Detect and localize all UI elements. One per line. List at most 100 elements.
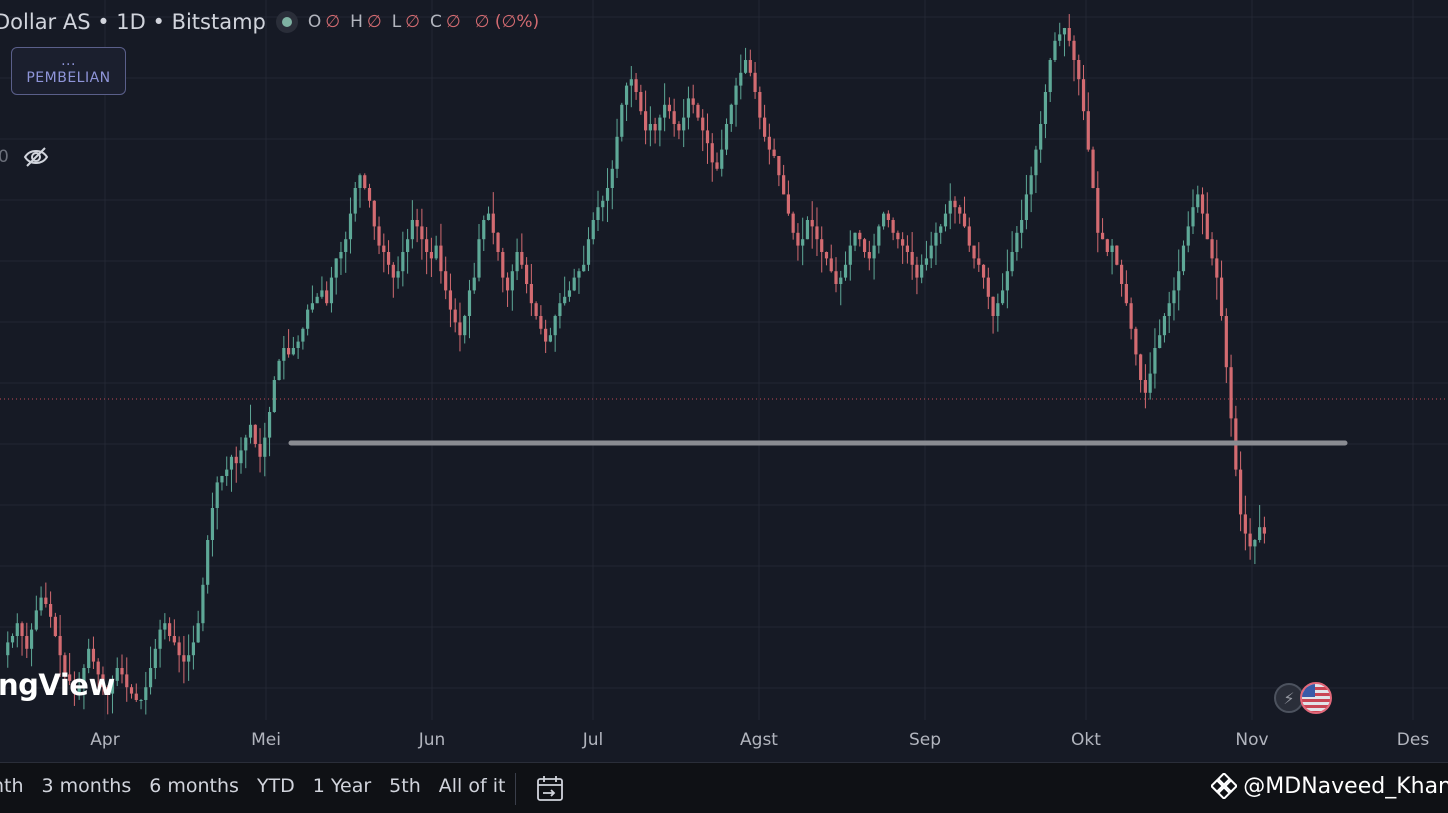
candle-body [1072, 40, 1076, 60]
candle-body [329, 277, 334, 304]
candle-body [296, 341, 300, 348]
candle-body [1048, 60, 1052, 92]
candle-body [1143, 380, 1147, 393]
candle-body [472, 277, 476, 291]
candle-body [63, 655, 67, 675]
candle-body [648, 124, 652, 131]
candle-body [182, 655, 186, 662]
candle-body [610, 168, 614, 188]
candle-body [872, 245, 876, 259]
range-button[interactable]: 6 months [149, 775, 239, 797]
candle-body [867, 252, 871, 259]
candle-body [853, 232, 857, 246]
candle-body [244, 437, 248, 451]
candle-body [962, 213, 967, 227]
ohlc-values: O ∅ H ∅ L ∅ C ∅ ∅ (∅%) [308, 12, 539, 32]
candle-body [834, 271, 838, 284]
candle-body [782, 175, 786, 195]
symbol-title[interactable]: Dollar AS • 1D • Bitstamp [0, 10, 266, 34]
candle-body [1224, 316, 1228, 368]
candle-body [1034, 149, 1038, 176]
eye-hidden-icon[interactable] [23, 146, 49, 168]
candle-body [386, 252, 391, 265]
candle-body [815, 226, 819, 240]
candle-body [1020, 220, 1024, 233]
month-label: Jun [418, 730, 446, 750]
candle-body [1086, 111, 1090, 150]
calendar-goto-icon[interactable] [535, 774, 565, 804]
candle-body [772, 149, 776, 156]
candle-body [1229, 367, 1233, 419]
candle-body [172, 636, 176, 643]
candle-body [396, 271, 400, 278]
candle-body [972, 245, 976, 259]
candle-body [986, 277, 990, 297]
candle-body [572, 277, 576, 291]
range-button[interactable]: nth [0, 775, 24, 797]
candle-body [934, 232, 938, 246]
flash-icon[interactable]: ⚡ [1274, 683, 1304, 713]
candle-body [1148, 373, 1152, 393]
candle-body [743, 60, 748, 73]
candle-body [691, 98, 695, 105]
candle-body [958, 207, 962, 214]
range-button[interactable]: 1 Year [312, 775, 372, 797]
candle-body [515, 252, 519, 272]
candle-body [696, 104, 700, 118]
candle-body [196, 623, 200, 643]
candle-body [862, 239, 867, 252]
time-axis[interactable]: Apr Mei Jun Jul Agst Sep Okt Nov Des [0, 726, 1448, 754]
range-button[interactable]: YTD [256, 775, 295, 797]
candle-body [1239, 469, 1243, 515]
chart-area[interactable]: Dollar AS • 1D • Bitstamp O ∅ H ∅ L ∅ C ∅ ∅ … [0, 0, 1448, 720]
binance-logo-icon [1211, 773, 1238, 799]
candle-body [577, 271, 581, 278]
candle-body [210, 508, 215, 540]
us-flag-icon[interactable] [1300, 682, 1332, 714]
range-button[interactable]: 3 months [41, 775, 132, 797]
candle-body [120, 668, 124, 675]
candle-body [791, 213, 795, 233]
candle-body [44, 597, 48, 604]
candle-body [377, 226, 381, 246]
author-handle[interactable]: @MDNaveed_Khan [1243, 773, 1448, 799]
candle-body [339, 252, 343, 259]
candle-body [534, 303, 538, 316]
candle-body [1124, 284, 1128, 304]
candle-body [701, 117, 705, 131]
candle-body [1081, 79, 1086, 112]
candle-body [553, 316, 557, 336]
candle-body [1172, 290, 1176, 304]
candle-body [1105, 239, 1109, 252]
candle-body [901, 239, 905, 246]
candle-body [981, 264, 986, 278]
candle-body [1139, 354, 1143, 380]
candle-body [367, 188, 372, 201]
buy-button[interactable]: ... PEMBELIAN [11, 47, 126, 95]
candle-body [558, 303, 562, 316]
candlestick-chart[interactable] [0, 0, 1448, 720]
ohlc-close: C ∅ [429, 12, 461, 32]
range-button[interactable]: 5th [389, 775, 421, 797]
candle-body [1181, 245, 1186, 272]
candle-body [434, 245, 438, 259]
candle-body [720, 149, 724, 169]
candle-body [229, 456, 234, 470]
month-label: Jul [582, 730, 604, 750]
range-button[interactable]: All of it [438, 775, 506, 797]
candle-body [1219, 277, 1224, 316]
market-status-icon[interactable] [275, 11, 298, 33]
candle-body [1100, 232, 1105, 240]
candle-body [601, 200, 605, 208]
candle-body [724, 124, 729, 150]
candle-body [429, 252, 433, 259]
candle-body [348, 213, 353, 240]
candle-body [591, 220, 595, 240]
candle-body [382, 245, 386, 252]
candle-body [72, 680, 76, 694]
candle-body [1001, 290, 1005, 304]
candle-body [839, 277, 843, 284]
ohlc-open: O ∅ [307, 12, 341, 32]
candle-body [758, 92, 762, 118]
candle-body [1005, 271, 1009, 291]
